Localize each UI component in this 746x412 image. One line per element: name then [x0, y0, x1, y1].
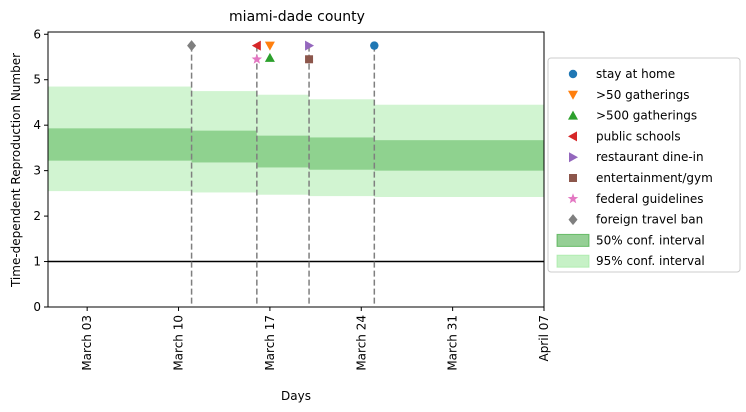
legend-label-8: 50% conf. interval: [596, 233, 705, 247]
legend-marker-3: [568, 131, 577, 142]
y-tick-label-5: 5: [33, 73, 41, 87]
legend-marker-7: [568, 214, 578, 226]
x-tick-label-4: March 31: [446, 315, 460, 371]
legend-frame: [547, 57, 741, 273]
plot-frame: [47, 31, 545, 308]
y-tick-label-6: 6: [33, 27, 41, 41]
band-50-group: [48, 128, 544, 171]
band-50-segment-2: [256, 135, 310, 168]
event-marker-6: [251, 53, 263, 64]
legend-label-7: foreign travel ban: [596, 213, 703, 227]
y-tick-label-2: 2: [33, 209, 41, 223]
legend-label-3: public schools: [596, 129, 681, 143]
band-95-segment-3: [309, 99, 375, 197]
legend-marker-0: [568, 69, 578, 79]
band-50-segment-4: [374, 140, 544, 171]
band-95-segment-0: [48, 86, 192, 192]
event-marker-4: [305, 40, 315, 51]
y-tick-label-3: 3: [33, 164, 41, 178]
legend-swatch-9: [556, 254, 590, 268]
band-95-segment-4: [374, 104, 544, 197]
y-axis-label: Time-dependent Reproduction Number: [9, 53, 23, 288]
x-axis-label: Days: [281, 389, 311, 403]
legend-label-0: stay at home: [596, 67, 675, 81]
event-marker-5: [305, 55, 314, 64]
plot-area: [47, 31, 545, 308]
band-50-segment-3: [309, 137, 375, 170]
event-marker-1: [264, 41, 275, 51]
x-axis: March 03 March 10 March 17 March 24 March 31…: [80, 307, 551, 371]
y-axis: 0 1 2 3 4 5 6: [33, 27, 48, 314]
legend-marker-5: [569, 174, 577, 182]
legend-marker-6: [567, 193, 579, 204]
legend-label-9: 95% conf. interval: [596, 254, 705, 268]
legend-label-2: >500 gatherings: [596, 109, 697, 123]
y-tick-label-4: 4: [33, 118, 41, 132]
legend-label-1: >50 gatherings: [596, 88, 690, 102]
event-marker-7: [187, 40, 197, 52]
band-50-segment-1: [191, 130, 257, 163]
legend-marker-1: [568, 90, 578, 100]
x-tick-label-5: April 07: [537, 315, 551, 362]
x-tick-label-3: March 24: [354, 315, 368, 371]
legend-swatch-8: [556, 233, 590, 247]
legend: stay at home >50 gatherings >500 gathering…: [547, 57, 741, 273]
y-tick-label-0: 0: [33, 300, 41, 314]
event-marker-0: [370, 41, 379, 50]
x-tick-label-0: March 03: [80, 315, 94, 371]
event-lines-group: [190, 45, 376, 307]
chart-title: miami-dade county: [229, 9, 365, 25]
band-95-segment-2: [256, 94, 310, 195]
legend-label-4: restaurant dine-in: [596, 150, 704, 164]
legend-marker-2: [568, 110, 578, 120]
band-95-group: [48, 86, 544, 197]
band-95-segment-1: [191, 91, 257, 193]
x-tick-label-2: March 17: [263, 315, 277, 371]
band-50-segment-0: [48, 128, 192, 161]
y-tick-label-1: 1: [33, 255, 41, 269]
legend-marker-4: [569, 152, 578, 163]
x-tick-label-1: March 10: [172, 315, 186, 371]
event-marker-2: [264, 52, 275, 62]
legend-label-6: federal guidelines: [596, 192, 704, 206]
event-marker-3: [251, 40, 261, 51]
legend-label-5: entertainment/gym: [596, 171, 713, 185]
event-markers-group: [187, 40, 379, 64]
legend-items: stay at home >50 gatherings >500 gathering…: [556, 67, 713, 268]
